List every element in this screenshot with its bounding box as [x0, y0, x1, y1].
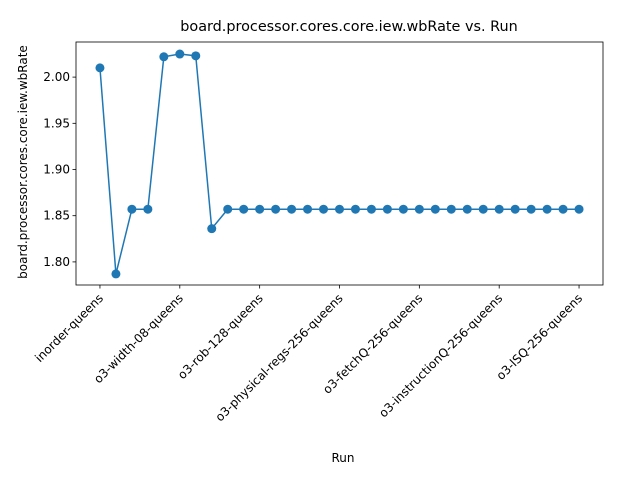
data-point	[223, 204, 233, 214]
data-point	[143, 204, 153, 214]
axes-frame	[75, 41, 604, 286]
data-point	[558, 204, 568, 214]
data-point	[239, 204, 249, 214]
y-axis-label: board.processor.cores.core.iew.wbRate	[16, 45, 30, 279]
data-point	[526, 204, 536, 214]
data-point	[574, 204, 584, 214]
data-point	[542, 204, 552, 214]
data-point	[255, 204, 265, 214]
data-point	[303, 204, 313, 214]
y-tick-label: 1.80	[43, 255, 70, 269]
y-tick-label: 1.95	[43, 116, 70, 130]
data-point	[398, 204, 408, 214]
y-tick-label: 1.85	[43, 209, 70, 223]
data-point	[430, 204, 440, 214]
y-tick-label: 1.90	[43, 163, 70, 177]
y-tick-label: 2.00	[43, 70, 70, 84]
series-layer	[95, 49, 584, 279]
data-point	[111, 269, 121, 279]
x-axis-label: Run	[331, 451, 354, 465]
data-point	[271, 204, 281, 214]
data-point	[510, 204, 520, 214]
data-point	[207, 224, 217, 234]
y-axis-ticks: 1.80 1.85 1.90 1.95 2.00	[43, 70, 76, 269]
data-point	[319, 204, 329, 214]
data-point	[350, 204, 360, 214]
data-point	[478, 204, 488, 214]
data-point	[446, 204, 456, 214]
data-point	[191, 51, 201, 61]
data-point	[494, 204, 504, 214]
data-point	[414, 204, 424, 214]
chart-title: board.processor.cores.core.iew.wbRate vs…	[180, 19, 518, 35]
data-point	[95, 63, 105, 73]
data-point	[175, 49, 185, 59]
data-point	[287, 204, 297, 214]
data-point	[159, 52, 169, 62]
data-point	[335, 204, 344, 214]
data-point	[462, 204, 472, 214]
data-point	[366, 204, 376, 214]
data-point	[127, 204, 137, 214]
data-point	[382, 204, 392, 214]
